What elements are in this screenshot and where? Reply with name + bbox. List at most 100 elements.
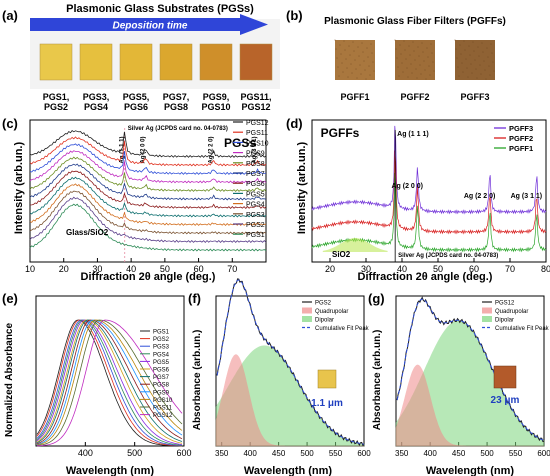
xrd-series-pgs5 xyxy=(29,176,267,218)
pgff-texture-dot xyxy=(397,66,399,68)
pgff-texture-dot xyxy=(474,59,476,61)
pgff-texture-dot xyxy=(418,55,420,57)
x-tick-label: 600 xyxy=(537,449,550,458)
pgff-texture-dot xyxy=(362,51,364,53)
abs-series-pgs3 xyxy=(36,319,183,446)
pgff-texture-dot xyxy=(342,71,344,73)
panel-g-peak-fit-pgs12: (g) Absorbance (arb.un.) Wavelength (nm)… xyxy=(368,291,550,476)
x-tick-label: 20 xyxy=(325,264,335,274)
x-tick-label: 60 xyxy=(194,264,204,274)
pgs-sample-row: PGS1,PGS2 PGS3,PGS4 PGS5,PGS6 PGS7,PGS8 PGS9… xyxy=(39,43,273,112)
abs-series-pgs12 xyxy=(37,319,183,447)
xrd-series-pgs10 xyxy=(29,143,267,175)
pgff-texture-dot xyxy=(356,77,358,79)
pgs-sample-label: PGS8 xyxy=(164,102,188,112)
pgff-texture-dot xyxy=(395,48,397,50)
legend-label: Quadrupolar xyxy=(315,309,348,315)
pgff-texture-dot xyxy=(338,75,340,77)
legend-label: PGS3 xyxy=(246,212,265,219)
pgs-sample-label: PGS4 xyxy=(84,102,108,112)
pgff-texture-dot xyxy=(461,62,463,64)
abs-series-pgs7 xyxy=(36,319,183,444)
pgff-texture-dot xyxy=(366,47,368,49)
pgff-texture-dot xyxy=(409,54,411,56)
legend-label: PGFF2 xyxy=(509,134,533,143)
xrd-series-pgs2 xyxy=(29,196,267,243)
pgff-texture-dot xyxy=(359,64,361,66)
x-tick-label: 500 xyxy=(127,448,142,458)
pgff-texture-dot xyxy=(415,68,417,70)
pgff-sample-label: PGFF3 xyxy=(460,92,489,102)
pgff-texture-dot xyxy=(361,42,363,44)
sio2-shaded-area xyxy=(322,238,388,252)
pgs-sample-label: PGS7, xyxy=(163,92,190,102)
pgs-sample-square xyxy=(39,43,73,81)
pgff-texture-dot xyxy=(373,70,375,72)
panel-f-plot-area: 350 400 450 500 550 600 xyxy=(215,278,371,458)
pgff-texture-dot xyxy=(475,68,477,70)
x-tick-label: 20 xyxy=(59,264,69,274)
panel-e-ylabel: Normalized Absorbance xyxy=(4,323,15,438)
pgff-texture-dot xyxy=(336,57,338,59)
pgff-texture-dot xyxy=(470,63,472,65)
pgs-sample-square xyxy=(119,43,153,81)
pgff-texture-dot xyxy=(458,75,460,77)
xrd-series-pgs12 xyxy=(29,130,267,158)
pgff-texture-dot xyxy=(363,60,365,62)
legend-swatch xyxy=(302,316,312,322)
pgff-texture-dot xyxy=(463,40,465,42)
pgff-texture-dot xyxy=(454,39,456,41)
pgff-texture-dot xyxy=(404,49,406,51)
panel-e-plot-area: 400 500 600 xyxy=(36,319,192,458)
abs-series-pgs8 xyxy=(36,319,183,445)
pgff-texture-dot xyxy=(465,58,467,60)
pgff-texture-dot xyxy=(460,53,462,55)
pgff-texture-dot xyxy=(487,56,489,58)
pgs-sample-square xyxy=(79,43,113,81)
pgff-texture-dot xyxy=(405,58,407,60)
legend-label: PGS6 xyxy=(246,181,265,188)
abs-series-pgs5 xyxy=(36,319,183,445)
pgff-texture-dot xyxy=(493,70,495,72)
pgff-texture-dot xyxy=(345,58,347,60)
reference-line-label: Silver Ag (JCPDS card no. 04-0783) xyxy=(128,126,228,132)
pgs-sample-label: PGS12 xyxy=(241,102,270,112)
pgff-sample-square xyxy=(395,40,435,80)
cumulative-fit-line xyxy=(216,279,365,445)
pgff-texture-dot xyxy=(400,53,402,55)
pgff-texture-dot xyxy=(486,47,488,49)
xrd-series-pgs1 xyxy=(29,203,267,252)
x-tick-label: 40 xyxy=(126,264,136,274)
peak-label: Ag (1 1 1) xyxy=(397,131,429,138)
pgff-texture-dot xyxy=(485,78,487,80)
pgs-sample-label: PGS2 xyxy=(44,102,68,112)
pgff-texture-dot xyxy=(346,67,348,69)
panel-d-xlabel: Diffraction 2θ angle (deg.) xyxy=(358,271,493,283)
pgff-sample-square xyxy=(455,40,495,80)
legend-label: PGS8 xyxy=(246,161,265,168)
pgff-texture-dot xyxy=(398,75,400,77)
pgs-sample-square xyxy=(159,43,193,81)
x-tick-label: 400 xyxy=(423,449,437,458)
pgff-texture-dot xyxy=(370,43,372,45)
pgff-texture-dot xyxy=(372,61,374,63)
glass-label: Glass/SiO2 xyxy=(66,228,109,237)
abs-series-pgs9 xyxy=(36,319,183,445)
x-tick-label: 40 xyxy=(397,264,407,274)
xrd-series-pgs4 xyxy=(29,183,267,226)
legend-label: PGFF3 xyxy=(509,124,533,133)
legend-label: PGS2 xyxy=(246,222,265,229)
pgff-texture-dot xyxy=(490,43,492,45)
pgff-texture-dot xyxy=(352,41,354,43)
legend-label: PGS5 xyxy=(246,191,265,198)
x-tick-label: 50 xyxy=(433,264,443,274)
panel-g-plot-area: 350 400 450 500 550 600 xyxy=(395,296,550,458)
panel-c-letter: (c) xyxy=(2,116,18,131)
pgff-sample-square xyxy=(335,40,375,80)
pgff-texture-dot xyxy=(482,51,484,53)
pgs-sample-label: PGS5, xyxy=(123,92,150,102)
x-tick-label: 350 xyxy=(395,449,409,458)
legend-swatch xyxy=(482,307,492,314)
pgs-sample-label: PGS6 xyxy=(124,102,148,112)
panel-c-ylabel: Intensity (arb.un.) xyxy=(13,142,25,235)
